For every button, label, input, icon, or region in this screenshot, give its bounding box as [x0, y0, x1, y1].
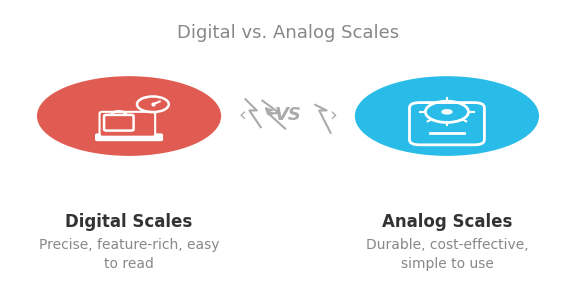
Text: ›: ›: [329, 105, 338, 124]
FancyBboxPatch shape: [95, 133, 163, 141]
Text: VS: VS: [275, 106, 301, 124]
Text: Durable, cost-effective,
simple to use: Durable, cost-effective, simple to use: [366, 238, 528, 271]
Text: Precise, feature-rich, easy
to read: Precise, feature-rich, easy to read: [39, 238, 219, 271]
Text: Digital vs. Analog Scales: Digital vs. Analog Scales: [177, 24, 399, 42]
Ellipse shape: [355, 77, 539, 155]
Circle shape: [441, 109, 453, 115]
Text: ‹: ‹: [238, 105, 247, 124]
FancyBboxPatch shape: [101, 112, 154, 136]
Text: Analog Scales: Analog Scales: [382, 213, 512, 230]
Ellipse shape: [37, 77, 221, 155]
Text: Digital Scales: Digital Scales: [66, 213, 193, 230]
